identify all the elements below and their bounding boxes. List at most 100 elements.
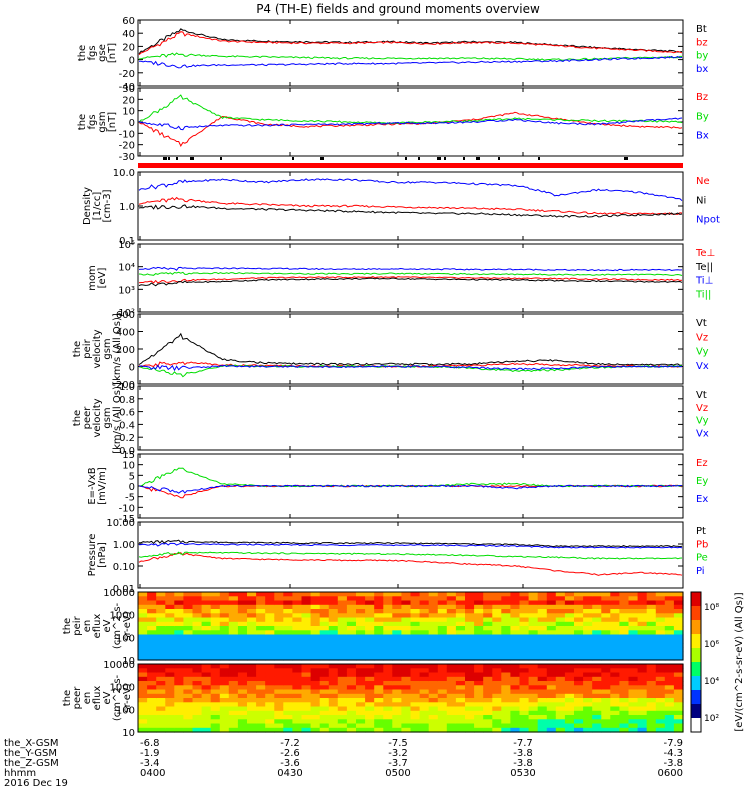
spectrogram-cell	[328, 592, 339, 597]
spectrogram-cell	[483, 630, 493, 636]
spectrogram-cell	[655, 600, 666, 606]
y-axis-label: thepeirvelocitygsm[km/s (All Qs)]	[72, 313, 123, 385]
quality-flag-mark	[463, 157, 465, 160]
spectrogram-cell	[247, 668, 257, 674]
spectrogram-cell	[628, 609, 639, 614]
spectrogram-cell	[673, 672, 684, 678]
spectrogram-cell	[356, 689, 366, 695]
spectrogram-cell	[265, 621, 275, 627]
spectrogram-cell	[410, 664, 421, 669]
spectrogram-cell	[410, 672, 421, 678]
spectrogram-cell	[655, 706, 666, 712]
spectrogram-cell	[310, 715, 321, 720]
spectrogram-cell	[646, 715, 657, 720]
spectrogram-cell	[592, 672, 602, 678]
spectrogram-cell	[301, 613, 312, 619]
spectrogram-cell	[664, 604, 675, 610]
spectrogram-cell	[174, 710, 184, 716]
spectrogram-cell	[519, 647, 530, 653]
spectrogram-cell	[664, 702, 675, 708]
spectrogram-cell	[465, 621, 475, 627]
y-axis-label-line: [km/s (All Qs)]	[112, 313, 123, 385]
spectrogram-cell	[301, 681, 312, 686]
spectrogram-cell	[374, 719, 384, 725]
spectrogram-cell	[646, 651, 657, 657]
spectrogram-cell	[401, 638, 412, 644]
spectrogram-cell	[455, 596, 466, 602]
spectrogram-cell	[401, 676, 412, 682]
spectrogram-cell	[446, 689, 457, 695]
spectrogram-cell	[328, 647, 339, 653]
spectrogram-cell	[655, 609, 666, 614]
spectrogram-cell	[510, 655, 521, 661]
spectrogram-cell	[637, 626, 648, 631]
spectrogram-cell	[519, 596, 530, 602]
spectrogram-cell	[265, 702, 275, 708]
spectrogram-cell	[519, 676, 530, 682]
spectrogram-cell	[228, 617, 239, 623]
spectrogram-cell	[501, 600, 511, 606]
spectrogram-cell	[664, 634, 675, 640]
spectrogram-cell	[619, 651, 630, 657]
spectrogram-cell	[428, 621, 439, 627]
spectrogram-cell	[601, 634, 611, 640]
spectrogram-cell	[673, 626, 684, 631]
spectrogram-cell	[510, 715, 521, 720]
spectrogram-cell	[138, 706, 148, 712]
spectrogram-cell	[265, 626, 275, 631]
spectrogram-cell	[346, 613, 357, 619]
spectrogram-cell	[519, 621, 530, 627]
spectrogram-cell	[237, 715, 248, 720]
spectrogram-cell	[328, 664, 339, 669]
spectrogram-cell	[365, 634, 375, 640]
spectrogram-cell	[401, 617, 412, 623]
spectrogram-cell	[637, 715, 648, 720]
spectrogram-cell	[237, 609, 248, 614]
spectrogram-cell	[383, 710, 393, 716]
spectrogram-cell	[483, 596, 493, 602]
spectrogram-cell	[192, 702, 203, 708]
spectrogram-cell	[628, 600, 639, 606]
spectrogram-cell	[446, 626, 457, 631]
spectrogram-cell	[328, 655, 339, 661]
spectrogram-cell	[446, 698, 457, 703]
spectrogram-cell	[337, 706, 348, 712]
spectrogram-cell	[492, 621, 502, 627]
spectrogram-cell	[301, 693, 312, 699]
y-axis-label-line: gsm	[97, 111, 108, 132]
spectrogram-cell	[610, 617, 620, 623]
spectrogram-cell	[555, 600, 566, 606]
spectrogram-cell	[410, 693, 421, 699]
spectrogram-cell	[228, 647, 239, 653]
y-tick-label: 0.2	[119, 433, 135, 444]
x-row-value: -3.8	[513, 748, 533, 759]
x-row-value: 0430	[277, 768, 302, 779]
spectrogram-cell	[392, 723, 402, 729]
spectrogram-cell	[428, 706, 439, 712]
spectrogram-cell	[228, 723, 239, 729]
spectrogram-cell	[419, 643, 430, 648]
spectrogram-cell	[655, 693, 666, 699]
spectrogram-cell	[601, 621, 611, 627]
spectrogram-cell	[301, 596, 312, 602]
quality-flag-mark	[405, 157, 407, 160]
spectrogram-cell	[237, 613, 248, 619]
spectrogram-cell	[319, 613, 330, 619]
colorbar-band	[691, 634, 701, 649]
legend-ne: Ne	[696, 176, 710, 187]
spectrogram-cell	[428, 676, 439, 682]
legend-bz: bz	[696, 37, 708, 48]
spectrogram-cell	[501, 672, 511, 678]
spectrogram-cell	[274, 592, 284, 597]
spectrogram-cell	[555, 638, 566, 644]
spectrogram-cell	[537, 672, 548, 678]
y-tick-label: 100	[116, 705, 135, 716]
spectrogram-cell	[274, 638, 284, 644]
spectrogram-cell	[392, 706, 402, 712]
x-row-value: -7.9	[663, 738, 683, 749]
colorbar-tick-label: 10²	[704, 714, 719, 724]
spectrogram-cell	[474, 647, 484, 653]
spectrogram-cell	[319, 693, 330, 699]
spectrogram-cell	[437, 710, 448, 716]
spectrogram-cell	[437, 655, 448, 661]
